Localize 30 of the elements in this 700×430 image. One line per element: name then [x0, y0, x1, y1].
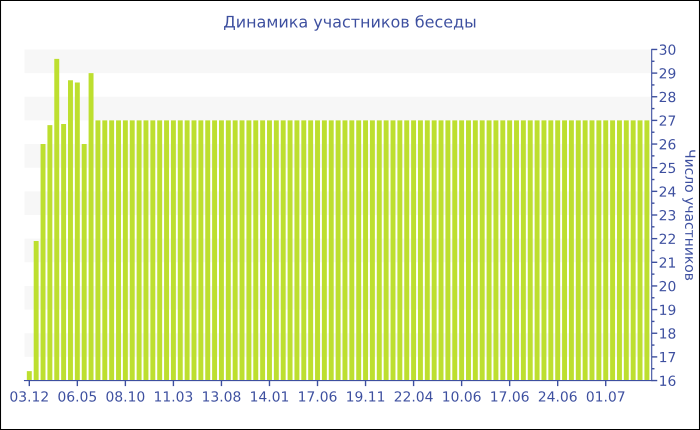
x-tick-label: 13.08 — [203, 391, 240, 402]
y-tick-label: 25 — [660, 162, 676, 174]
y-tick-label: 27 — [660, 115, 676, 126]
y-tick-label: 29 — [660, 68, 676, 79]
x-tick-label: 10.06 — [443, 391, 481, 402]
y-tick-label: 23 — [660, 210, 676, 220]
y-tick-label: 16 — [660, 376, 676, 386]
x-tick-label: 06.05 — [58, 391, 96, 402]
y-tick-label: 28 — [660, 92, 676, 102]
x-tick-label: 19.11 — [347, 391, 384, 402]
y-tick-label: 26 — [660, 139, 676, 150]
x-tick-label: 03.12 — [10, 391, 48, 402]
y-tick-label: 21 — [660, 257, 676, 268]
y-tick-label: 22 — [660, 234, 675, 244]
x-tick-label: 24.06 — [538, 391, 577, 402]
chart-title: Динамика участников беседы — [224, 15, 476, 31]
x-tick-label: 11.03 — [155, 391, 192, 402]
x-tick-label: 08.10 — [106, 391, 144, 402]
y-tick-label: 18 — [660, 328, 676, 339]
y-tick-label: 30 — [660, 44, 676, 55]
y-axis-title: Число участников — [682, 150, 696, 280]
y-tick-label: 17 — [660, 352, 676, 362]
x-tick-label: 14.01 — [251, 391, 288, 402]
x-tick-label: 17.06 — [299, 391, 337, 402]
y-tick-label: 19 — [660, 304, 676, 316]
y-tick-label: 20 — [660, 280, 676, 292]
x-tick-label: 17.06 — [491, 391, 529, 402]
x-tick-label: 22.04 — [394, 391, 433, 402]
y-tick-label: 24 — [660, 186, 676, 197]
x-tick-label: 01.07 — [586, 391, 624, 402]
